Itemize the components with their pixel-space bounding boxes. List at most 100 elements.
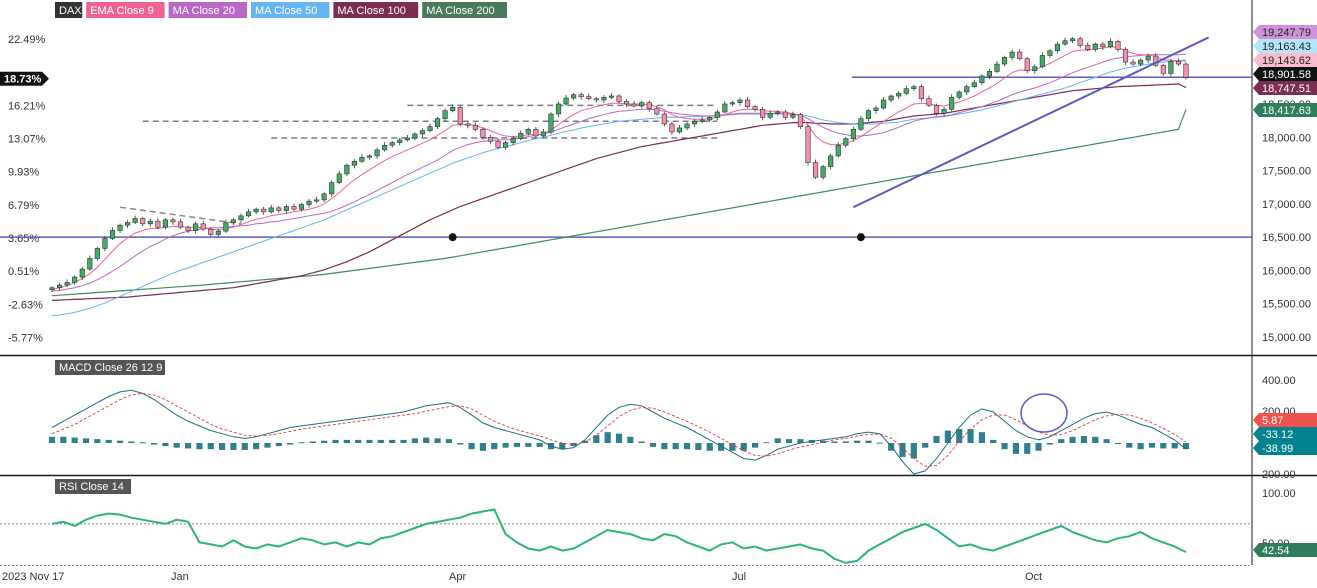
macd-histogram-bar (1035, 443, 1042, 451)
price-tag-bg (1253, 39, 1317, 53)
macd-histogram-bar (899, 443, 906, 457)
candle-body (692, 121, 698, 125)
candle-body (601, 97, 607, 101)
macd-value-tag-bg (1253, 427, 1317, 441)
candle-body (503, 142, 509, 148)
pivot-marker-dot (856, 233, 865, 242)
candle-body (155, 220, 161, 228)
candle-body (397, 139, 403, 143)
legend-item-bg[interactable] (55, 2, 83, 18)
macd-histogram-bar (1103, 439, 1110, 443)
legend-item-bg[interactable] (251, 2, 330, 18)
legend-item-label[interactable]: MA Close 50 (255, 5, 317, 17)
candle-body (298, 204, 305, 210)
rsi-axis-tick-label: 100.00 (1262, 488, 1296, 500)
legend-item-label[interactable]: MA Close 100 (337, 5, 405, 17)
candle-body (1160, 65, 1166, 74)
macd-histogram-bar (706, 443, 713, 451)
candle-body (873, 107, 879, 111)
candle-body (1009, 51, 1015, 58)
candle-body (608, 95, 614, 98)
candle-body (246, 211, 252, 217)
legend-item-label[interactable]: EMA Close 9 (90, 5, 154, 17)
legend-item-label[interactable]: MA Close 200 (426, 5, 494, 17)
candle-body (646, 102, 652, 109)
candle-body (964, 86, 970, 93)
candle-body (956, 91, 962, 98)
candle-body (57, 284, 63, 289)
price-pane: 15,000.00 15,500.00 16,000.00 16,500.00 17,0… (0, 2, 1317, 345)
price-tag-bg (1253, 103, 1317, 117)
x-axis-tick-label: Jan (171, 571, 189, 583)
ma100-line (51, 83, 1187, 301)
macd-value-tag-label: -33.12 (1262, 429, 1293, 441)
candle-body (752, 106, 758, 110)
macd-histogram-bar (94, 439, 101, 443)
macd-histogram-bar (241, 443, 248, 450)
dashed-downtrend-line (119, 206, 242, 225)
candle-body (94, 248, 100, 259)
candle-body (926, 98, 932, 106)
macd-histogram-bar (876, 442, 883, 444)
candle-body (1092, 43, 1098, 50)
macd-histogram-bar (355, 439, 362, 443)
candle-body (162, 219, 168, 228)
candle-body (419, 130, 425, 135)
price-axis-tick-label: 16,500.00 (1262, 232, 1311, 244)
legend-item-bg[interactable] (333, 2, 419, 18)
legend-item-bg[interactable] (86, 2, 165, 18)
candle-body (707, 117, 713, 121)
x-axis-tick-label: Jul (732, 571, 746, 583)
legend-item-label[interactable]: DAX (59, 5, 82, 17)
macd-histogram-bar (536, 443, 543, 447)
macd-histogram-bar (1148, 443, 1156, 448)
candle-body (177, 221, 184, 228)
candle-body (979, 75, 985, 83)
candle-body (669, 123, 675, 133)
candle-body (1070, 38, 1076, 42)
candle-body (1145, 55, 1151, 61)
macd-histogram-bar (1114, 443, 1122, 444)
macd-histogram-bar (933, 436, 940, 443)
legend-item-bg[interactable] (422, 2, 507, 18)
candle-body (661, 113, 667, 125)
candle-body (1077, 38, 1083, 46)
candle-body (223, 222, 229, 232)
price-axis-tick-label: 17,000.00 (1262, 199, 1311, 211)
candle-body (518, 132, 524, 139)
macd-crossover-highlight (1020, 393, 1068, 433)
candle-body (291, 206, 297, 210)
macd-histogram-bar (740, 443, 747, 451)
legend-item-bg[interactable] (168, 2, 247, 18)
candle-body (775, 111, 781, 114)
candle-body (722, 103, 728, 113)
macd-histogram-bar (615, 433, 623, 443)
x-axis-tick-label: 2023 Nov 17 (2, 571, 64, 583)
macd-histogram-bar (253, 443, 260, 450)
macd-histogram-bar (150, 443, 158, 445)
macd-histogram-bar (763, 442, 770, 444)
candle-body (102, 238, 108, 249)
macd-title: MACD Close 26 12 9 (59, 362, 162, 374)
candle-body (767, 113, 773, 118)
macd-histogram-bar (1001, 443, 1008, 450)
left-current-tag-arrow (42, 71, 49, 86)
macd-histogram-bar (128, 441, 135, 443)
macd-histogram-bar (1058, 439, 1065, 443)
macd-histogram-bar (1080, 436, 1088, 443)
macd-title-bg (55, 360, 165, 375)
candle-body (1002, 57, 1008, 65)
candle-body (782, 111, 788, 118)
candle-body (132, 218, 138, 223)
candle-body (487, 136, 494, 142)
legend-item-label[interactable]: MA Close 20 (173, 5, 235, 17)
percent-axis-tick-label: 9.93% (8, 167, 39, 179)
macd-histogram-bar (797, 439, 804, 443)
macd-histogram-bar (184, 443, 192, 449)
candle-body (1130, 61, 1136, 65)
macd-histogram-bar (434, 438, 441, 443)
macd-histogram-bar (1069, 436, 1076, 443)
price-axis-tick-label: 15,000.00 (1262, 332, 1311, 344)
